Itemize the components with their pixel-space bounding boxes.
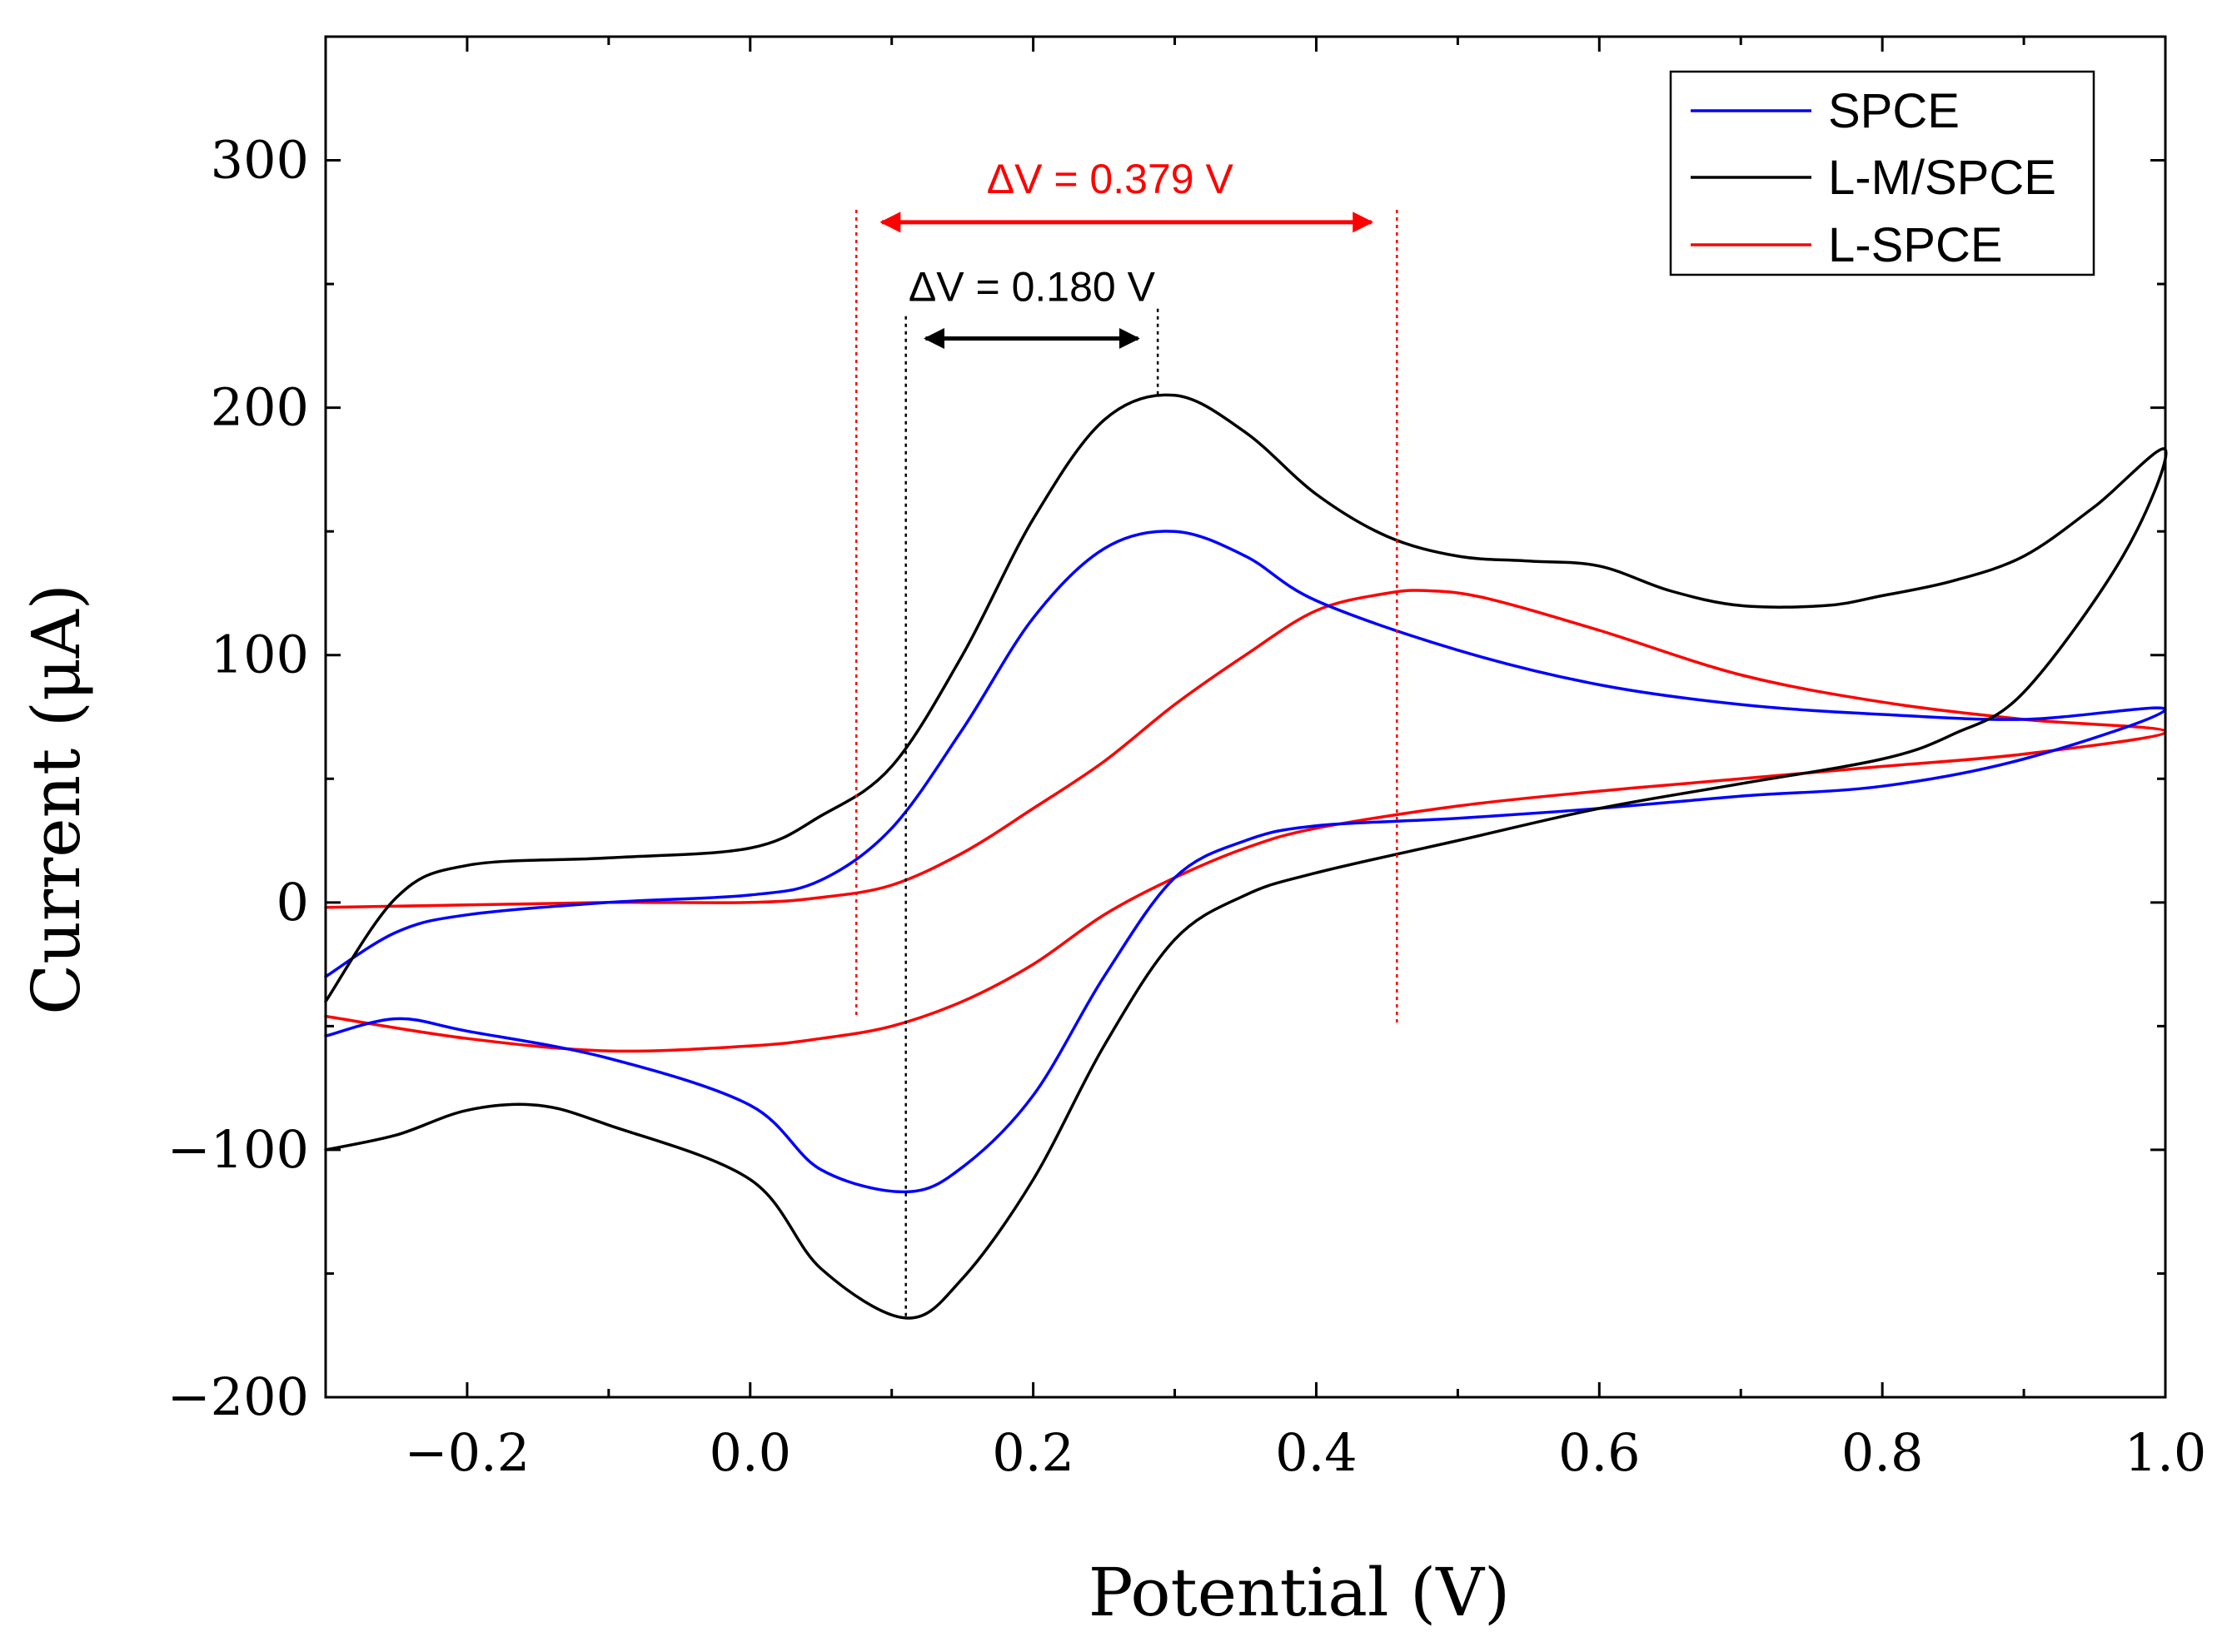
y-axis-title: Current (μA) [17,584,95,1015]
x-tick-label: 1.0 [2125,1422,2207,1483]
x-tick-label: −0.2 [405,1422,531,1483]
y-tick-label: 100 [211,624,309,685]
x-tick-label: 0.2 [992,1422,1074,1483]
plot-frame [324,35,2167,1399]
x-tick-label: 0.0 [709,1422,791,1483]
series-line-l-spce [324,589,2167,1053]
series-line-spce [324,530,2167,1194]
x-tick-label: 0.6 [1558,1422,1641,1483]
x-tick-label: 0.8 [1841,1422,1924,1483]
delta-v-red-label: ΔV = 0.379 V [987,156,1234,202]
y-tick-label: 300 [211,130,309,191]
x-axis-title: Potential (V) [1089,1554,1510,1631]
y-tick-label: −100 [167,1119,309,1180]
series-layer [324,393,2168,1320]
legend-label-l-m-spce: L-M/SPCE [1828,151,2056,205]
legend: SPCE L-M/SPCE L-SPCE [1669,70,2095,276]
legend-box [1669,70,2095,276]
legend-label-spce: SPCE [1828,84,1960,138]
y-tick-label: 0 [277,872,309,933]
legend-label-l-spce: L-SPCE [1828,218,2003,272]
series-line-l-m-spce [324,393,2168,1320]
y-tick-label: 200 [211,377,309,438]
delta-v-black-label: ΔV = 0.180 V [909,263,1156,310]
tick-label-layer: −0.2 0.0 0.2 0.4 0.6 0.8 1.0 −200 −100 0 100 200 300 [167,130,2207,1483]
x-tick-label: 0.4 [1275,1422,1358,1483]
y-tick-label: −200 [167,1366,309,1427]
annotation-layer [854,209,1398,1318]
